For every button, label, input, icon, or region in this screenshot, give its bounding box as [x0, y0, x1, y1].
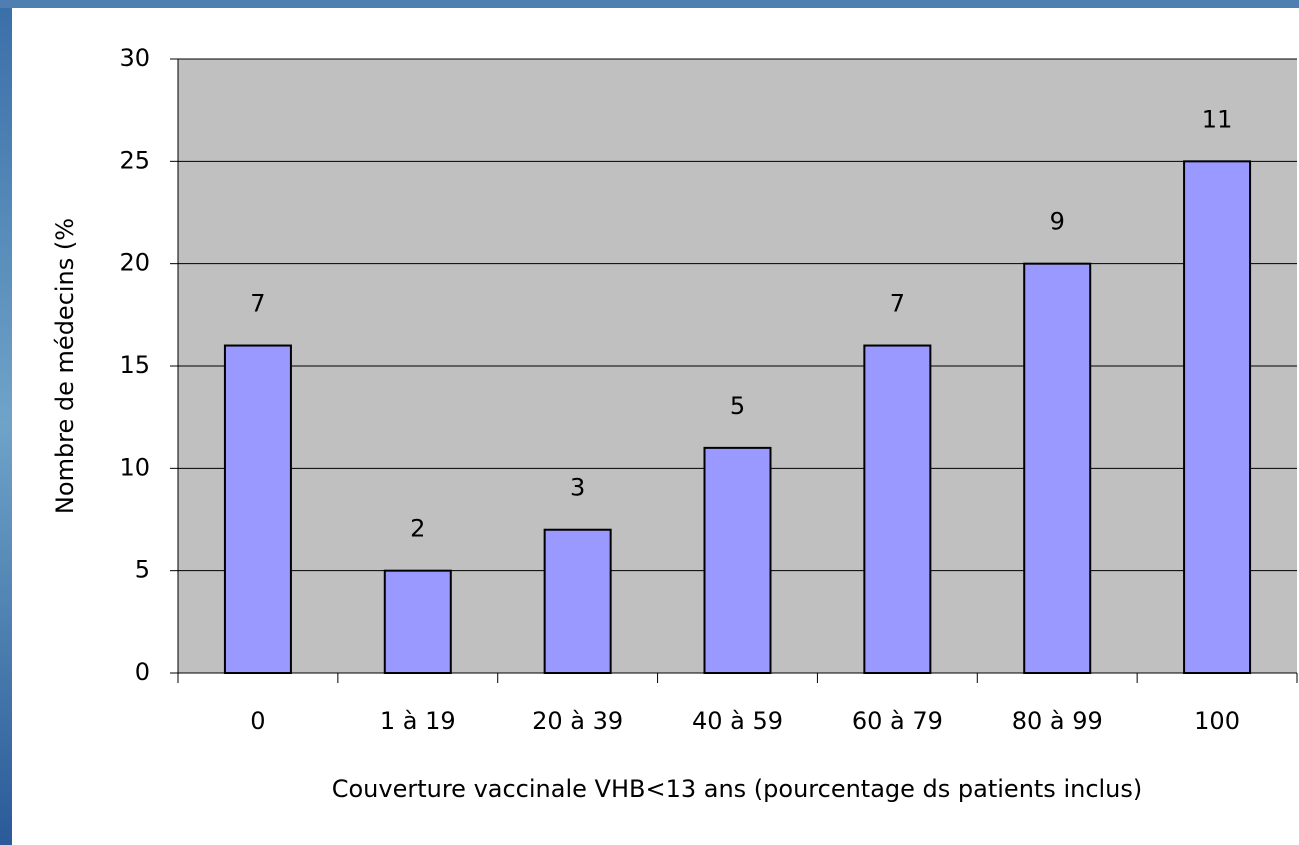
y-tick-label: 0 — [135, 658, 150, 686]
bar-label: 3 — [570, 474, 585, 502]
bar-label: 2 — [410, 515, 425, 543]
y-tick-label: 30 — [119, 44, 150, 72]
y-tick-label: 20 — [119, 249, 150, 277]
bar-label: 7 — [890, 290, 905, 318]
bar-label: 5 — [730, 392, 745, 420]
y-tick-label: 5 — [135, 556, 150, 584]
x-tick-label: 0 — [250, 707, 265, 735]
left-border — [0, 0, 12, 845]
x-axis-label: Couverture vaccinale VHB<13 ans (pourcen… — [332, 775, 1143, 803]
bar — [1183, 160, 1252, 674]
bar-label: 11 — [1202, 105, 1233, 133]
x-tick-label: 20 à 39 — [532, 707, 623, 735]
bar — [1023, 262, 1092, 674]
y-axis-label: Nombre de médecins (% — [51, 218, 79, 514]
x-tick-label: 100 — [1194, 707, 1240, 735]
y-tick-label: 25 — [119, 146, 150, 174]
x-tick-label: 80 à 99 — [1012, 707, 1103, 735]
y-tick-label: 15 — [119, 351, 150, 379]
y-tick-label: 10 — [119, 453, 150, 481]
bar — [223, 344, 292, 674]
bar-label: 9 — [1050, 208, 1065, 236]
bar — [383, 569, 452, 675]
bar — [543, 528, 612, 674]
x-tick-label: 1 à 19 — [380, 707, 456, 735]
bar-label: 7 — [250, 290, 265, 318]
x-tick-label: 40 à 59 — [692, 707, 783, 735]
bar — [703, 446, 772, 674]
x-tick-label: 60 à 79 — [852, 707, 943, 735]
bar — [863, 344, 932, 674]
top-border — [0, 0, 1299, 8]
